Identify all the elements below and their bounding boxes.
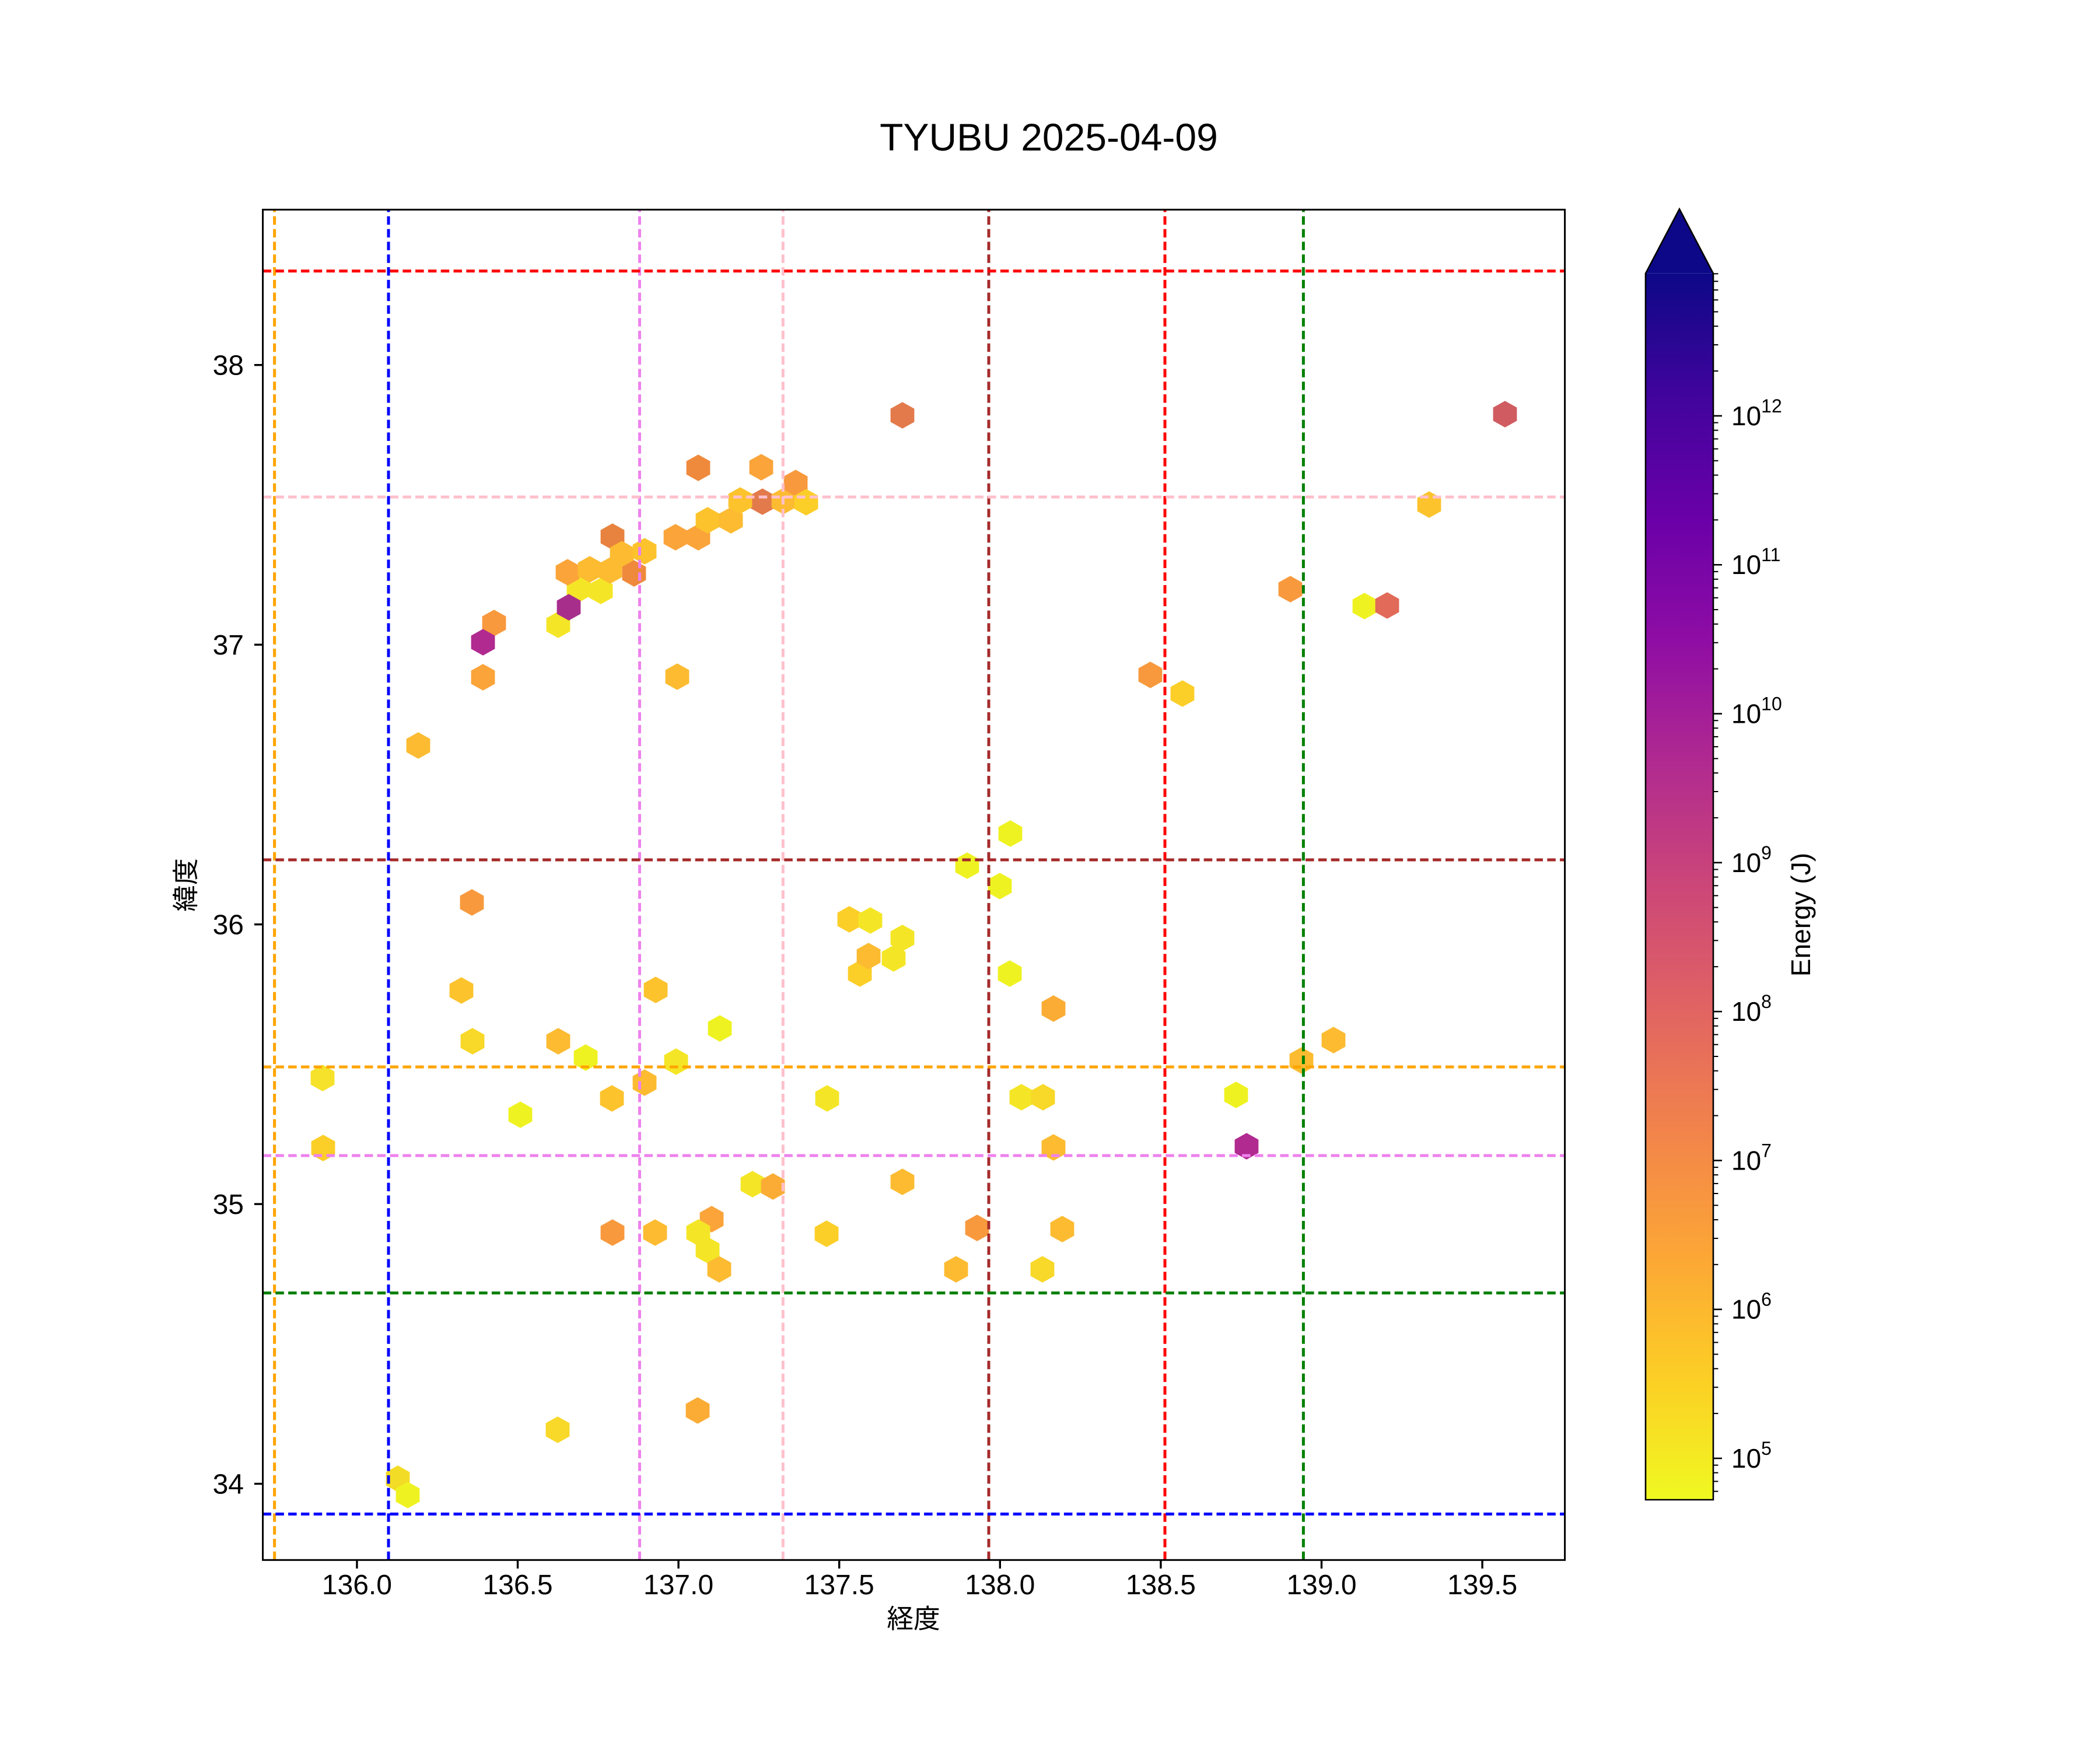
- svg-text:107: 107: [1731, 1140, 1772, 1175]
- svg-text:139.0: 139.0: [1286, 1570, 1356, 1601]
- svg-text:TYUBU 2025-04-09: TYUBU 2025-04-09: [880, 116, 1218, 159]
- svg-text:136.5: 136.5: [482, 1570, 552, 1601]
- svg-text:137.0: 137.0: [643, 1570, 713, 1601]
- svg-text:35: 35: [213, 1189, 244, 1220]
- svg-text:138.0: 138.0: [965, 1570, 1035, 1601]
- svg-text:136.0: 136.0: [322, 1570, 392, 1601]
- svg-text:137.5: 137.5: [804, 1570, 874, 1601]
- svg-text:34: 34: [213, 1469, 244, 1500]
- svg-text:139.5: 139.5: [1447, 1570, 1517, 1601]
- svg-text:Energy (J): Energy (J): [1786, 853, 1816, 977]
- svg-text:37: 37: [213, 630, 244, 661]
- svg-text:38: 38: [213, 351, 244, 382]
- svg-text:138.5: 138.5: [1126, 1570, 1196, 1601]
- svg-text:36: 36: [213, 910, 244, 941]
